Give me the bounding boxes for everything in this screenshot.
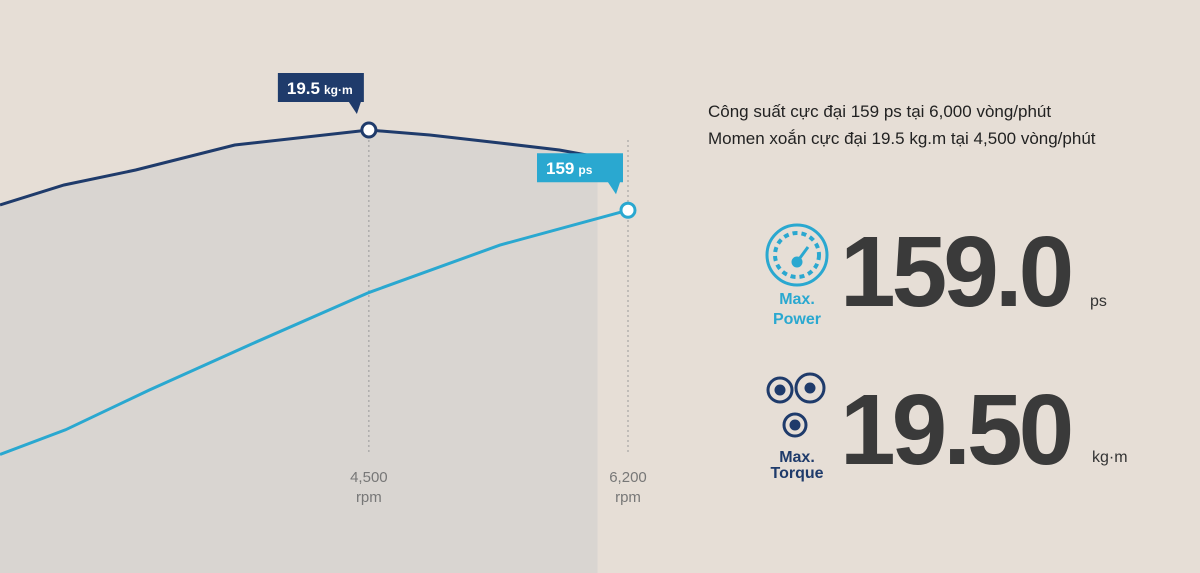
spec-label: Torque xyxy=(770,465,823,482)
x-tick-label: 4,500 xyxy=(350,469,388,486)
callout xyxy=(277,73,364,114)
spec-label: Max. xyxy=(779,449,815,466)
callout-value: 19.5 xyxy=(287,79,320,98)
torque-icon xyxy=(766,372,826,438)
marker xyxy=(360,121,378,139)
callout-label: 19.5 kg·m xyxy=(287,79,353,98)
x-unit: rpm xyxy=(615,489,641,506)
spec-unit: ps xyxy=(1090,293,1107,310)
description-line: Momen xoắn cực đại 19.5 kg.m tại 4,500 v… xyxy=(708,129,1096,148)
x-unit: rpm xyxy=(356,489,382,506)
description-line: Công suất cực đại 159 ps tại 6,000 vòng/… xyxy=(708,102,1051,121)
spec-value: 19.50 xyxy=(840,374,1071,486)
spec-label: Max. xyxy=(779,291,815,308)
line xyxy=(0,208,629,456)
spec-label: Power xyxy=(773,311,821,328)
plot: 4,500 rpm 6,200 rpm 19.5 kg·m 159 ps xyxy=(0,73,647,573)
power-icon xyxy=(765,223,829,287)
callout-label: 159 ps xyxy=(546,159,593,178)
callout-unit: kg·m xyxy=(324,83,353,97)
marker xyxy=(619,201,637,219)
callout-value: 159 xyxy=(546,159,574,178)
x-tick-label: 6,200 xyxy=(609,469,647,486)
callout xyxy=(537,153,623,195)
area xyxy=(0,130,598,573)
callout-unit: ps xyxy=(578,163,592,177)
spec-value: 159.0 xyxy=(840,216,1071,328)
spec-unit: kg·m xyxy=(1092,449,1128,466)
